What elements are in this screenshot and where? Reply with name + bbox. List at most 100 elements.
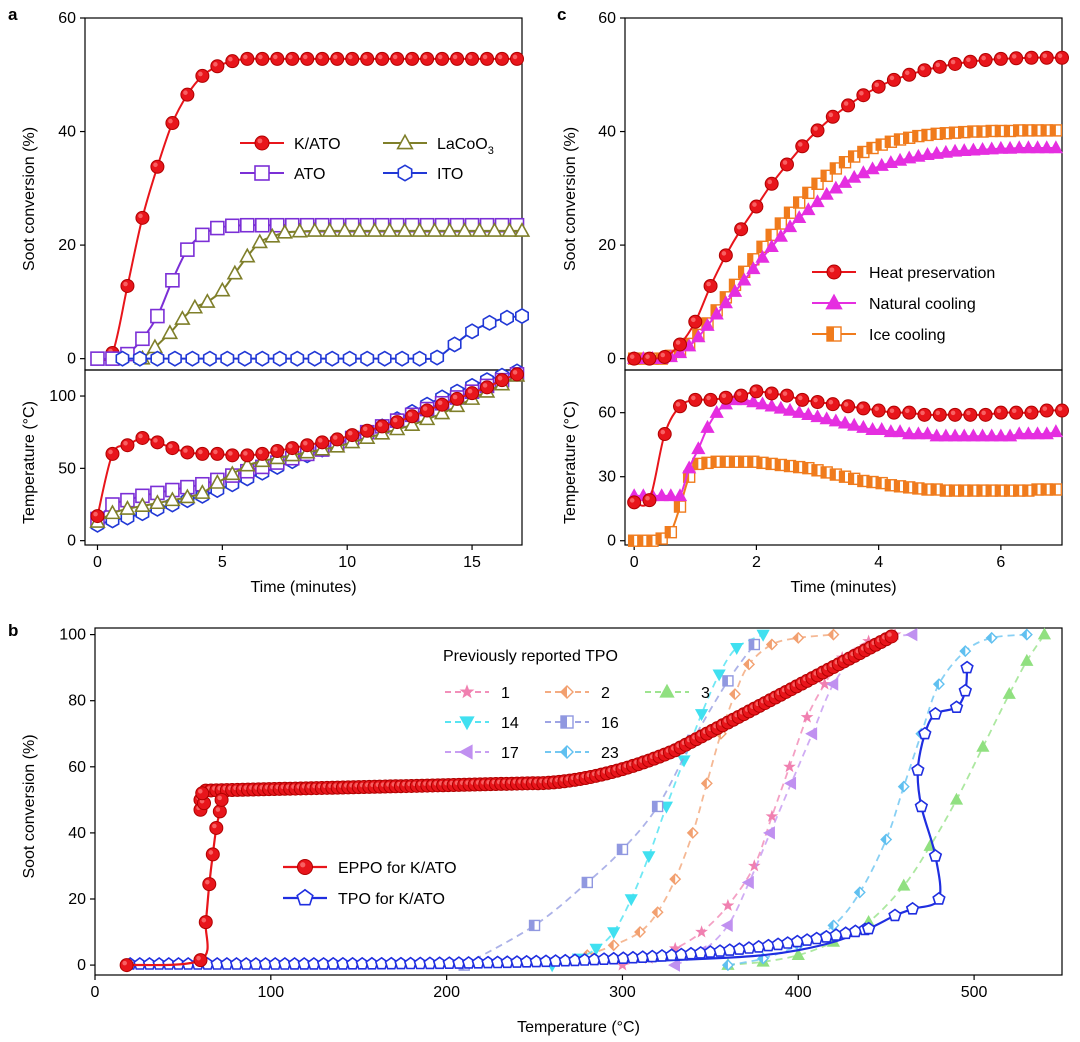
data-point	[755, 249, 770, 263]
data-point	[90, 509, 105, 524]
legend-label: ITO	[437, 166, 463, 183]
data-point	[779, 157, 794, 172]
data-point	[856, 165, 871, 179]
data-point-half	[608, 940, 614, 951]
data-point-shine	[859, 90, 864, 96]
data-point-half	[1032, 124, 1038, 136]
data-point	[366, 222, 383, 237]
data-point-half	[1050, 484, 1056, 496]
data-point	[290, 350, 305, 367]
data-point-half	[1013, 124, 1020, 136]
data-point-shine	[767, 389, 773, 394]
data-point-shine	[675, 340, 681, 345]
data-point	[856, 419, 871, 433]
data-point-half	[967, 126, 974, 138]
data-point	[214, 792, 229, 807]
data-point	[695, 925, 708, 938]
data-point	[269, 217, 285, 233]
data-point-shine	[497, 375, 503, 381]
data-point	[405, 409, 420, 424]
data-point-half	[1022, 124, 1029, 136]
data-point-shine	[706, 281, 711, 287]
data-point	[390, 51, 405, 66]
legend-label: 3	[701, 685, 710, 702]
data-point-shine	[407, 54, 413, 60]
data-point	[456, 222, 473, 237]
data-point	[975, 142, 990, 155]
data-point-shine	[377, 422, 383, 427]
data-point	[589, 943, 603, 956]
data-point	[1039, 403, 1054, 418]
data-point	[721, 898, 735, 911]
panel-a-bottom-ylabel: Temperature (°C)	[21, 401, 38, 524]
data-point-shine	[950, 59, 956, 65]
data-point	[847, 417, 862, 431]
data-point-half	[995, 125, 1001, 137]
data-point	[1020, 653, 1034, 666]
panel-c-legend: Heat preservation Natural cooling Ice cool…	[812, 264, 995, 344]
data-point	[727, 283, 743, 297]
data-point	[212, 804, 227, 819]
data-point-half	[940, 485, 946, 497]
data-point-half	[775, 218, 781, 230]
series-23	[721, 628, 1033, 972]
data-point-shine	[1027, 408, 1032, 414]
data-point	[932, 407, 947, 422]
data-point-half	[793, 197, 800, 209]
data-point	[976, 739, 990, 752]
data-point-shine	[332, 54, 338, 60]
series-line	[463, 643, 756, 966]
panel-b-ytick-label: 0	[77, 957, 86, 974]
data-point-shine	[122, 960, 127, 966]
data-point-shine	[920, 66, 925, 71]
legend-label: 2	[601, 685, 610, 702]
data-point-shine	[629, 354, 635, 359]
data-point	[1030, 426, 1045, 440]
data-point-shine	[153, 162, 158, 168]
panel-a-bottom-ytick-label: 50	[58, 460, 76, 477]
data-point	[984, 141, 999, 155]
data-point-shine	[208, 850, 214, 855]
data-point	[800, 710, 814, 723]
data-point	[993, 428, 1009, 442]
data-point	[272, 350, 287, 367]
legend-marker-half	[561, 686, 567, 698]
data-point	[224, 465, 241, 481]
data-point	[779, 388, 794, 403]
data-point-shine	[1042, 53, 1048, 59]
data-point	[791, 948, 805, 960]
data-point	[865, 422, 880, 435]
legend-marker-half	[561, 716, 567, 728]
data-point	[161, 324, 179, 340]
data-point-half	[940, 127, 946, 139]
data-point	[784, 776, 797, 790]
data-point-shine	[966, 57, 971, 63]
data-point	[186, 298, 204, 314]
data-point-half	[977, 485, 983, 497]
panel-a-ytick-label: 60	[58, 10, 76, 27]
data-point	[220, 350, 235, 367]
panel-c-top-plot: 0 20 40 60 Soot conversion (%)	[562, 10, 1069, 371]
data-point	[510, 51, 525, 66]
data-point	[239, 247, 256, 263]
data-point-shine	[467, 54, 473, 60]
data-point	[209, 820, 224, 835]
data-point	[119, 958, 134, 973]
data-point-shine	[887, 632, 892, 637]
data-point-shine	[874, 406, 879, 411]
data-point	[285, 441, 300, 456]
data-point	[375, 419, 390, 434]
data-point	[435, 397, 450, 412]
data-point	[749, 384, 764, 399]
data-point-shine	[168, 443, 173, 449]
data-point	[810, 123, 825, 138]
data-point	[947, 428, 963, 442]
data-point	[762, 826, 775, 840]
data-point	[395, 350, 410, 367]
data-point-shine	[123, 281, 128, 287]
panel-a: 0 20 40 60 Soot conversion (%) 0 50 100 0 5 10 15 T…	[21, 10, 531, 596]
data-point-half	[830, 469, 836, 481]
data-point-shine	[212, 823, 217, 829]
data-point	[501, 222, 518, 237]
data-point	[495, 373, 510, 388]
